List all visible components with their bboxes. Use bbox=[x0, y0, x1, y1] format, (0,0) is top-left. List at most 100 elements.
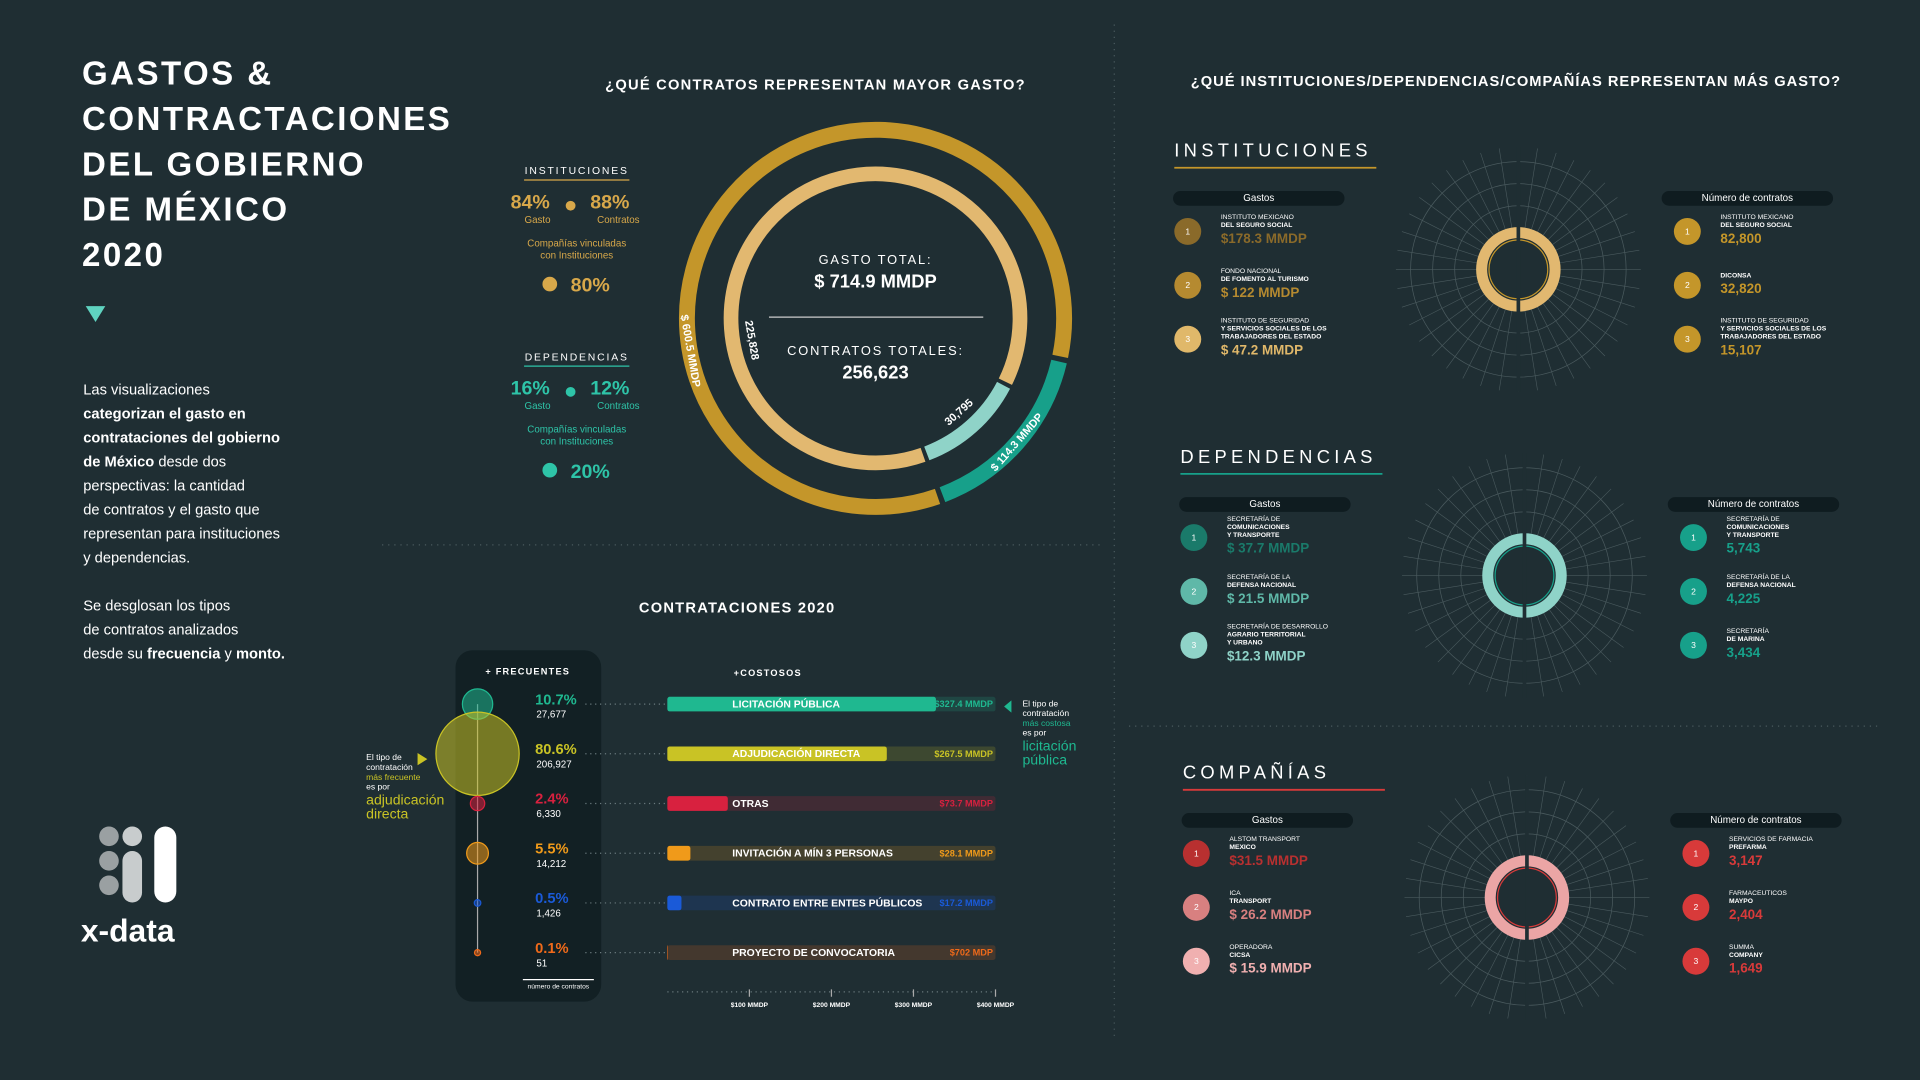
item-value: 32,820 bbox=[1720, 281, 1761, 296]
rank-badge bbox=[1673, 271, 1701, 299]
radial-spoke bbox=[1556, 810, 1614, 869]
group-dot bbox=[565, 386, 576, 397]
row-count: 206,927 bbox=[536, 759, 571, 770]
bar-value: $73.7 MMDP bbox=[940, 799, 994, 809]
radial-spoke bbox=[1530, 152, 1557, 230]
radial-spoke bbox=[1410, 859, 1488, 885]
radial-spoke bbox=[1548, 609, 1597, 675]
radial-spoke bbox=[1446, 302, 1495, 369]
section-title: ¿QUÉ INSTITUCIONES/DEPENDENCIAS/COMPAÑÍA… bbox=[1191, 72, 1841, 90]
radial-spoke bbox=[1539, 937, 1566, 1015]
radial-spoke bbox=[1553, 604, 1612, 663]
group-contracts-label: Contratos bbox=[597, 401, 640, 412]
note-text: contratación bbox=[1022, 708, 1069, 718]
radial-spoke bbox=[1452, 476, 1501, 543]
item-name: SECRETARÍA DE DESARROLLO bbox=[1227, 622, 1328, 631]
item-name: ICA bbox=[1229, 890, 1241, 897]
intro-text: categorizan el gasto en bbox=[83, 406, 245, 422]
radial-spoke bbox=[1488, 781, 1515, 859]
radial-spoke bbox=[1563, 841, 1637, 879]
note-arrow bbox=[417, 753, 428, 766]
note-emphasis: pública bbox=[1022, 752, 1067, 768]
radial-spoke bbox=[1409, 213, 1482, 251]
radial-spoke bbox=[1551, 293, 1618, 342]
intro-line: categorizan el gasto en bbox=[83, 406, 245, 422]
intro-text: monto. bbox=[236, 646, 285, 662]
radial-spoke bbox=[1440, 810, 1498, 869]
radial-spoke bbox=[1530, 308, 1557, 386]
rank-number: 2 bbox=[1194, 902, 1199, 912]
radial-spoke bbox=[1427, 825, 1494, 874]
item-name: Y SERVICIOS SOCIALES DE LOS bbox=[1221, 326, 1327, 333]
item-name: SUMMA bbox=[1729, 944, 1755, 951]
radial-spoke bbox=[1505, 454, 1519, 535]
bar bbox=[667, 796, 728, 811]
radial-spoke bbox=[1565, 556, 1646, 570]
row-pct: 2.4% bbox=[535, 792, 568, 808]
note-text: El tipo de bbox=[1022, 698, 1058, 708]
title-line: 2020 bbox=[82, 237, 165, 274]
radial-spoke bbox=[1407, 537, 1485, 563]
radial-spoke bbox=[1427, 921, 1494, 970]
radial-spoke bbox=[1446, 170, 1495, 236]
item-value: 3,434 bbox=[1727, 645, 1761, 660]
bar-track bbox=[667, 845, 996, 861]
radial-spoke bbox=[1560, 921, 1627, 970]
item-name: DE FOMENTO AL TURISMO bbox=[1221, 276, 1309, 283]
bar bbox=[667, 945, 668, 960]
intro-line: representan para instituciones bbox=[83, 526, 280, 542]
radial-spoke bbox=[1559, 275, 1640, 289]
frequency-circle bbox=[473, 899, 482, 907]
rank-number: 1 bbox=[1691, 532, 1696, 542]
radial-spoke bbox=[1407, 588, 1485, 614]
pill bbox=[1661, 191, 1834, 206]
rank-badge bbox=[1682, 840, 1710, 867]
radial-spoke bbox=[1486, 458, 1512, 537]
row-pct: 80.6% bbox=[535, 742, 577, 758]
radial-spoke bbox=[1417, 841, 1490, 879]
radial-spoke bbox=[1425, 599, 1491, 648]
rank-number: 2 bbox=[1685, 280, 1690, 290]
item-name: AGRARIO TERRITORIAL bbox=[1227, 632, 1306, 639]
frequency-circle bbox=[466, 841, 490, 865]
intro-text: desde dos bbox=[154, 454, 226, 470]
radial-spoke bbox=[1405, 878, 1486, 892]
intro-text: de México bbox=[83, 454, 154, 470]
item-name: INSTITUTO MEXICANO bbox=[1221, 214, 1294, 221]
item-value: $ 21.5 MMDP bbox=[1227, 591, 1309, 606]
bar-name: LICITACIÓN PÚBLICA bbox=[732, 697, 840, 710]
radial-chart bbox=[1402, 453, 1647, 698]
row-pct: 0.1% bbox=[535, 941, 568, 957]
radial-spoke bbox=[1533, 938, 1547, 1019]
bar-value: $17.2 MMDP bbox=[940, 898, 994, 908]
radial-spoke bbox=[1559, 249, 1640, 264]
radial-spoke bbox=[1547, 298, 1606, 357]
item-name: FARMACEUTICOS bbox=[1729, 890, 1787, 897]
rank-number: 3 bbox=[1691, 640, 1696, 650]
radial-spoke bbox=[1530, 454, 1544, 535]
bar bbox=[667, 845, 691, 861]
item-name: Y URBANO bbox=[1227, 640, 1263, 647]
group-dot bbox=[542, 276, 558, 292]
item-name: Y SERVICIOS SOCIALES DE LOS bbox=[1720, 326, 1826, 333]
radial-spoke bbox=[1539, 781, 1566, 859]
radial-spoke bbox=[1543, 612, 1581, 685]
rank-number: 3 bbox=[1685, 334, 1690, 344]
section-title: ¿QUÉ CONTRATOS REPRESENTAN MAYOR GASTO? bbox=[605, 77, 1026, 94]
radial-spoke bbox=[1440, 926, 1498, 985]
intro-line: desde su frecuencia y monto. bbox=[83, 646, 285, 662]
pill-label: Gastos bbox=[1252, 815, 1283, 826]
item-name: INSTITUTO DE SEGURIDAD bbox=[1221, 318, 1309, 325]
group-label: INSTITUCIONES bbox=[525, 166, 629, 177]
pill bbox=[1179, 497, 1351, 512]
radial-spoke bbox=[1403, 556, 1484, 570]
intro-line: Las visualizaciones bbox=[83, 382, 210, 398]
rank-number: 2 bbox=[1191, 586, 1196, 596]
center-label: CONTRATOS TOTALES: bbox=[787, 343, 964, 358]
bar-value: $327.4 MMDP bbox=[934, 699, 993, 709]
rank-badge bbox=[1682, 947, 1710, 975]
pill-label: Número de contratos bbox=[1702, 193, 1793, 204]
donut-arc bbox=[924, 381, 1011, 461]
item-value: 4,225 bbox=[1727, 591, 1761, 606]
